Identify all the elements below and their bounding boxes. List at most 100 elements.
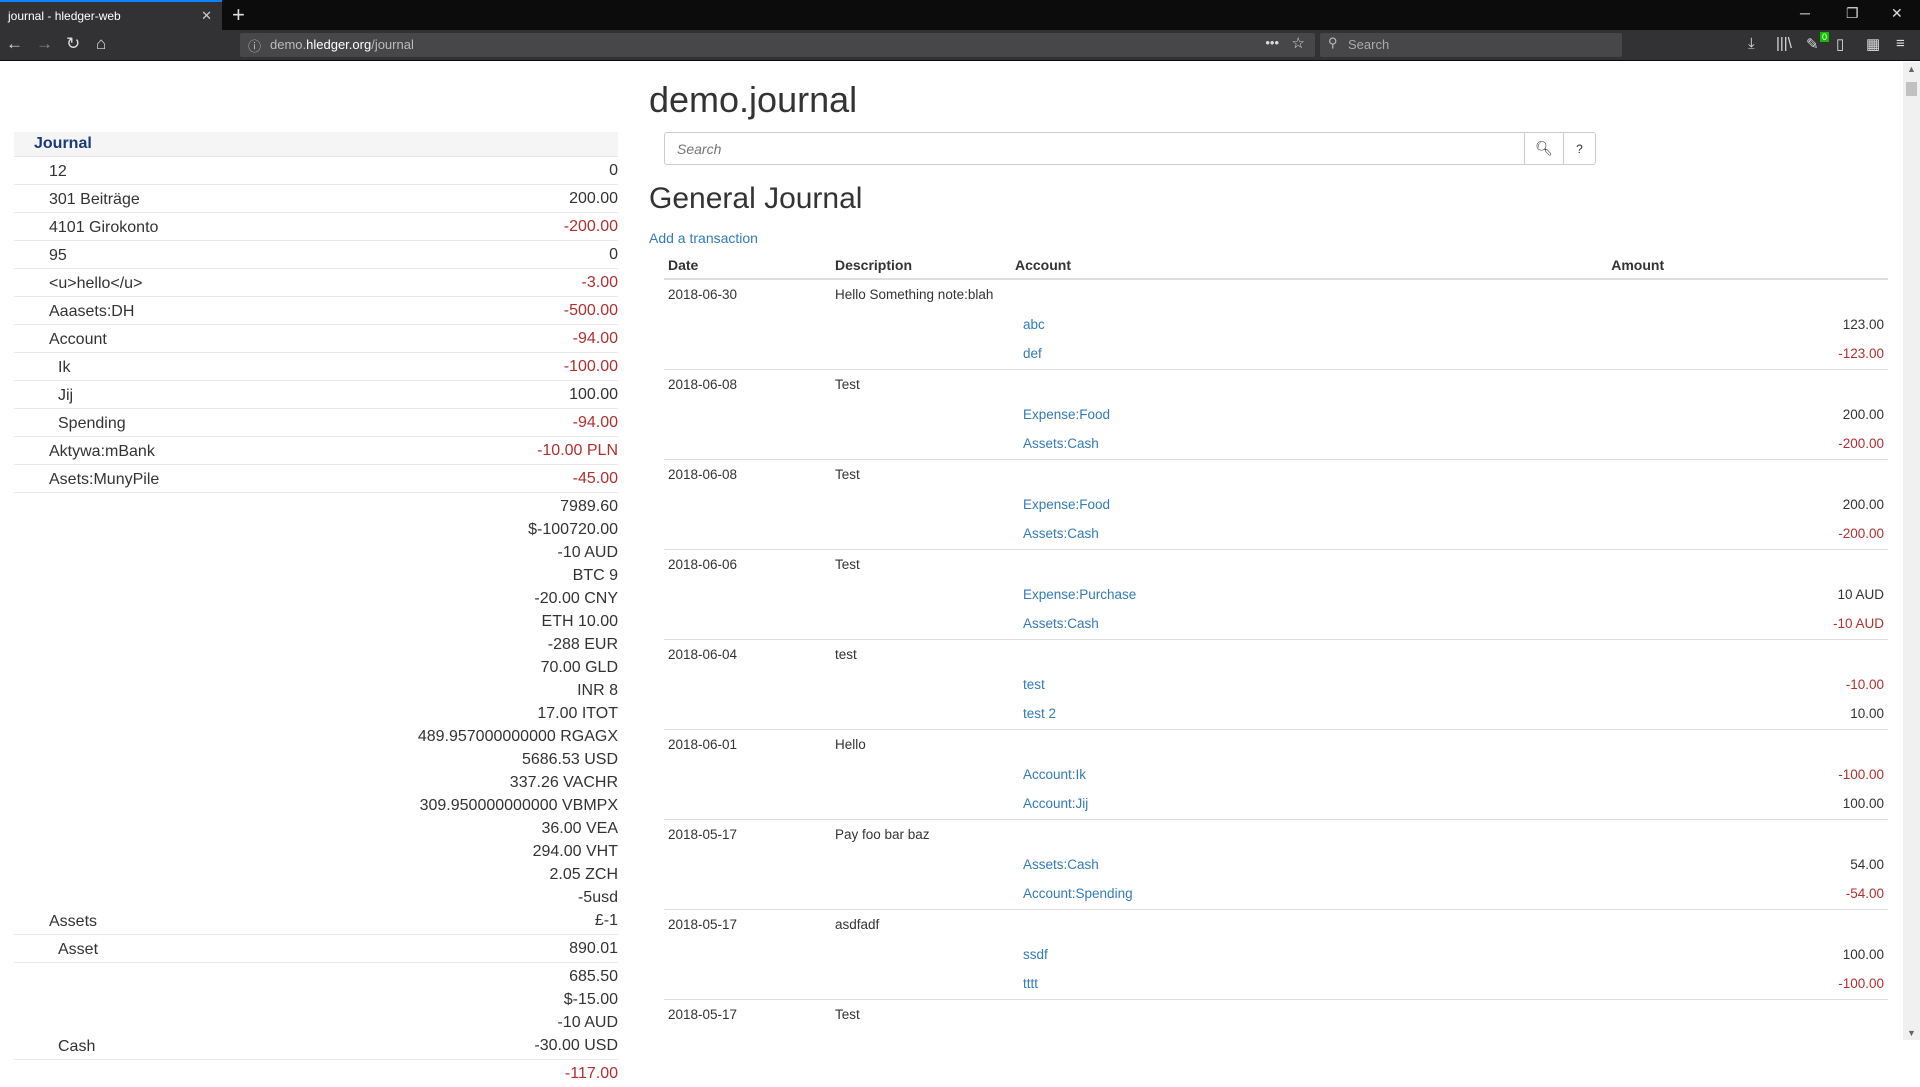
tab-title: journal - hledger-web [8,9,121,23]
account-name[interactable]: 301 Beiträge [49,191,140,208]
minimize-icon[interactable]: ─ [1800,5,1810,21]
url-bar[interactable]: ⓘ demo.hledger.org/journal ••• ☆ [240,33,1315,57]
account-balance: ETH 10.00 [541,613,618,630]
scroll-down-icon[interactable]: ▼ [1907,1028,1916,1038]
info-icon[interactable]: ⓘ [248,39,262,54]
download-icon[interactable]: ⤓ [1748,35,1755,52]
account-name[interactable]: Aktywa:mBank [49,443,155,460]
bookmark-star-icon[interactable]: ☆ [1291,35,1305,52]
account-name[interactable]: Spending [58,415,126,432]
transaction-row[interactable]: 2018-06-01 Hello [664,728,1888,759]
transaction-row[interactable]: 2018-05-17 Test [664,998,1888,1029]
restore-icon[interactable]: ❐ [1846,5,1859,21]
sidebar-icon[interactable]: ▯ [1836,36,1845,53]
posting-account-link[interactable]: ssdf [1023,946,1048,962]
posting-amount: -10.00 [1845,676,1884,692]
scrollbar-thumb[interactable] [1906,82,1917,96]
library-icon[interactable]: |||\ [1776,35,1792,52]
sidebar-account-row[interactable]: Asets:MunyPile -45.00 [14,465,618,493]
posting-account-link[interactable]: Assets:Cash [1023,526,1099,542]
empty-cell [664,879,831,909]
posting-amount: -123.00 [1838,346,1884,362]
empty-cell [831,789,1011,819]
browser-toolbar: ← → ↻ ⌂ ⓘ demo.hledger.org/journal ••• ☆… [0,30,1920,61]
transaction-row[interactable]: 2018-06-08 Test [664,458,1888,489]
forward-icon[interactable]: → [36,34,53,53]
menu-icon[interactable]: ≡ [1896,35,1905,52]
sidebar-account-row[interactable]: 301 Beiträge 200.00 [14,185,618,213]
search-button[interactable]: 🔍︎ [1524,133,1563,164]
reload-icon[interactable]: ↻ [66,34,81,53]
transaction-row[interactable]: 2018-06-08 Test [664,368,1888,399]
posting-account-link[interactable]: def [1023,346,1042,362]
posting-account-link[interactable]: test 2 [1023,706,1057,722]
sidebar-journal-link[interactable]: Journal [14,132,618,157]
posting-account-link[interactable]: tttt [1023,976,1039,992]
empty-cell [664,669,831,699]
account-balance: -30.00 USD [534,1037,618,1054]
sidebar-account-row[interactable]: 12 0 [14,157,618,185]
account-name[interactable]: Asets:MunyPile [49,471,160,488]
sidebar-account-row[interactable]: Cash 685.50 $-15.00 -10 AUD -30.00 USD [14,963,618,1060]
account-name[interactable]: <u>hello</u> [49,275,143,292]
account-name[interactable]: Cash [58,1038,96,1055]
extensions-grid-icon[interactable]: ▦ [1866,36,1881,53]
posting-account-link[interactable]: Expense:Food [1023,406,1111,422]
transaction-row[interactable]: 2018-06-04 test [664,638,1888,669]
help-button[interactable]: ? [1563,133,1595,164]
scroll-up-icon[interactable]: ▲ [1907,64,1916,74]
back-icon[interactable]: ← [6,34,23,53]
account-name[interactable]: Jij [58,387,74,404]
posting-account-link[interactable]: Assets:Cash [1023,436,1099,452]
sidebar-account-row[interactable]: Account -94.00 [14,325,618,353]
transaction-row[interactable]: 2018-05-17 asdfadf [664,908,1888,939]
account-name[interactable]: Account [49,331,107,348]
posting-account-link[interactable]: Expense:Purchase [1023,586,1137,602]
posting-account-link[interactable]: test [1023,676,1045,692]
browser-tab[interactable]: journal - hledger-web ✕ [0,0,222,30]
account-name[interactable]: Asset [58,941,99,958]
posting-row: ssdf 100.00 [664,939,1888,969]
sidebar-account-row[interactable]: Aktywa:mBank -10.00 PLN [14,437,618,465]
sidebar-accounts: Journal 12 0 301 Beiträge 200.00 4101 Giroko… [14,132,618,1087]
transaction-row[interactable]: 2018-06-06 Test [664,548,1888,579]
sidebar-account-row[interactable]: Ik -100.00 [14,353,618,381]
account-name[interactable]: 4101 Girokonto [49,219,159,236]
sidebar-account-row[interactable]: -117.00 [14,1060,618,1087]
account-name[interactable]: Assets [49,913,98,930]
close-tab-icon[interactable]: ✕ [201,8,212,23]
posting-row: tttt -100.00 [664,969,1888,999]
transaction-row[interactable]: 2018-06-30 Hello Something note:blah [664,279,1888,309]
account-name[interactable]: 95 [49,247,67,264]
account-balance: -94.00 [572,414,618,431]
close-window-icon[interactable]: ✕ [1891,5,1903,21]
scrollbar[interactable]: ▲ ▼ [1903,62,1920,1040]
posting-account-link[interactable]: Assets:Cash [1023,616,1099,632]
account-name[interactable]: Ik [58,359,71,376]
posting-account-link[interactable]: Account:Ik [1023,766,1087,782]
posting-account-link[interactable]: Expense:Food [1023,496,1111,512]
posting-account-link[interactable]: Account:Jij [1023,796,1089,812]
account-name[interactable]: 12 [49,163,67,180]
home-icon[interactable]: ⌂ [96,34,107,53]
sidebar-account-row[interactable]: 4101 Girokonto -200.00 [14,213,618,241]
empty-cell [664,309,831,339]
sidebar-account-row[interactable]: 95 0 [14,241,618,269]
sidebar-account-row[interactable]: Asset 890.01 [14,935,618,963]
new-tab-button[interactable]: + [232,2,245,27]
transaction-row[interactable]: 2018-05-17 Pay foo bar baz [664,818,1888,849]
page-actions-icon[interactable]: ••• [1265,35,1279,50]
posting-account-link[interactable]: Assets:Cash [1023,856,1099,872]
extension-icon[interactable]: ✎ [1806,36,1819,53]
add-transaction-link[interactable]: Add a transaction [649,230,758,246]
sidebar-account-row[interactable]: <u>hello</u> -3.00 [14,269,618,297]
sidebar-account-row[interactable]: Spending -94.00 [14,409,618,437]
sidebar-account-row[interactable]: Aaasets:DH -500.00 [14,297,618,325]
posting-account-link[interactable]: Account:Spending [1023,886,1133,902]
posting-account-link[interactable]: abc [1023,316,1045,332]
browser-search-bar[interactable]: ⚲ Search [1320,33,1622,57]
sidebar-account-row[interactable]: Assets 7989.60 $-100720.00 -10 AUD BTC 9 -20.… [14,493,618,935]
search-input[interactable] [665,133,1524,164]
account-name[interactable]: Aaasets:DH [49,303,135,320]
sidebar-account-row[interactable]: Jij 100.00 [14,381,618,409]
